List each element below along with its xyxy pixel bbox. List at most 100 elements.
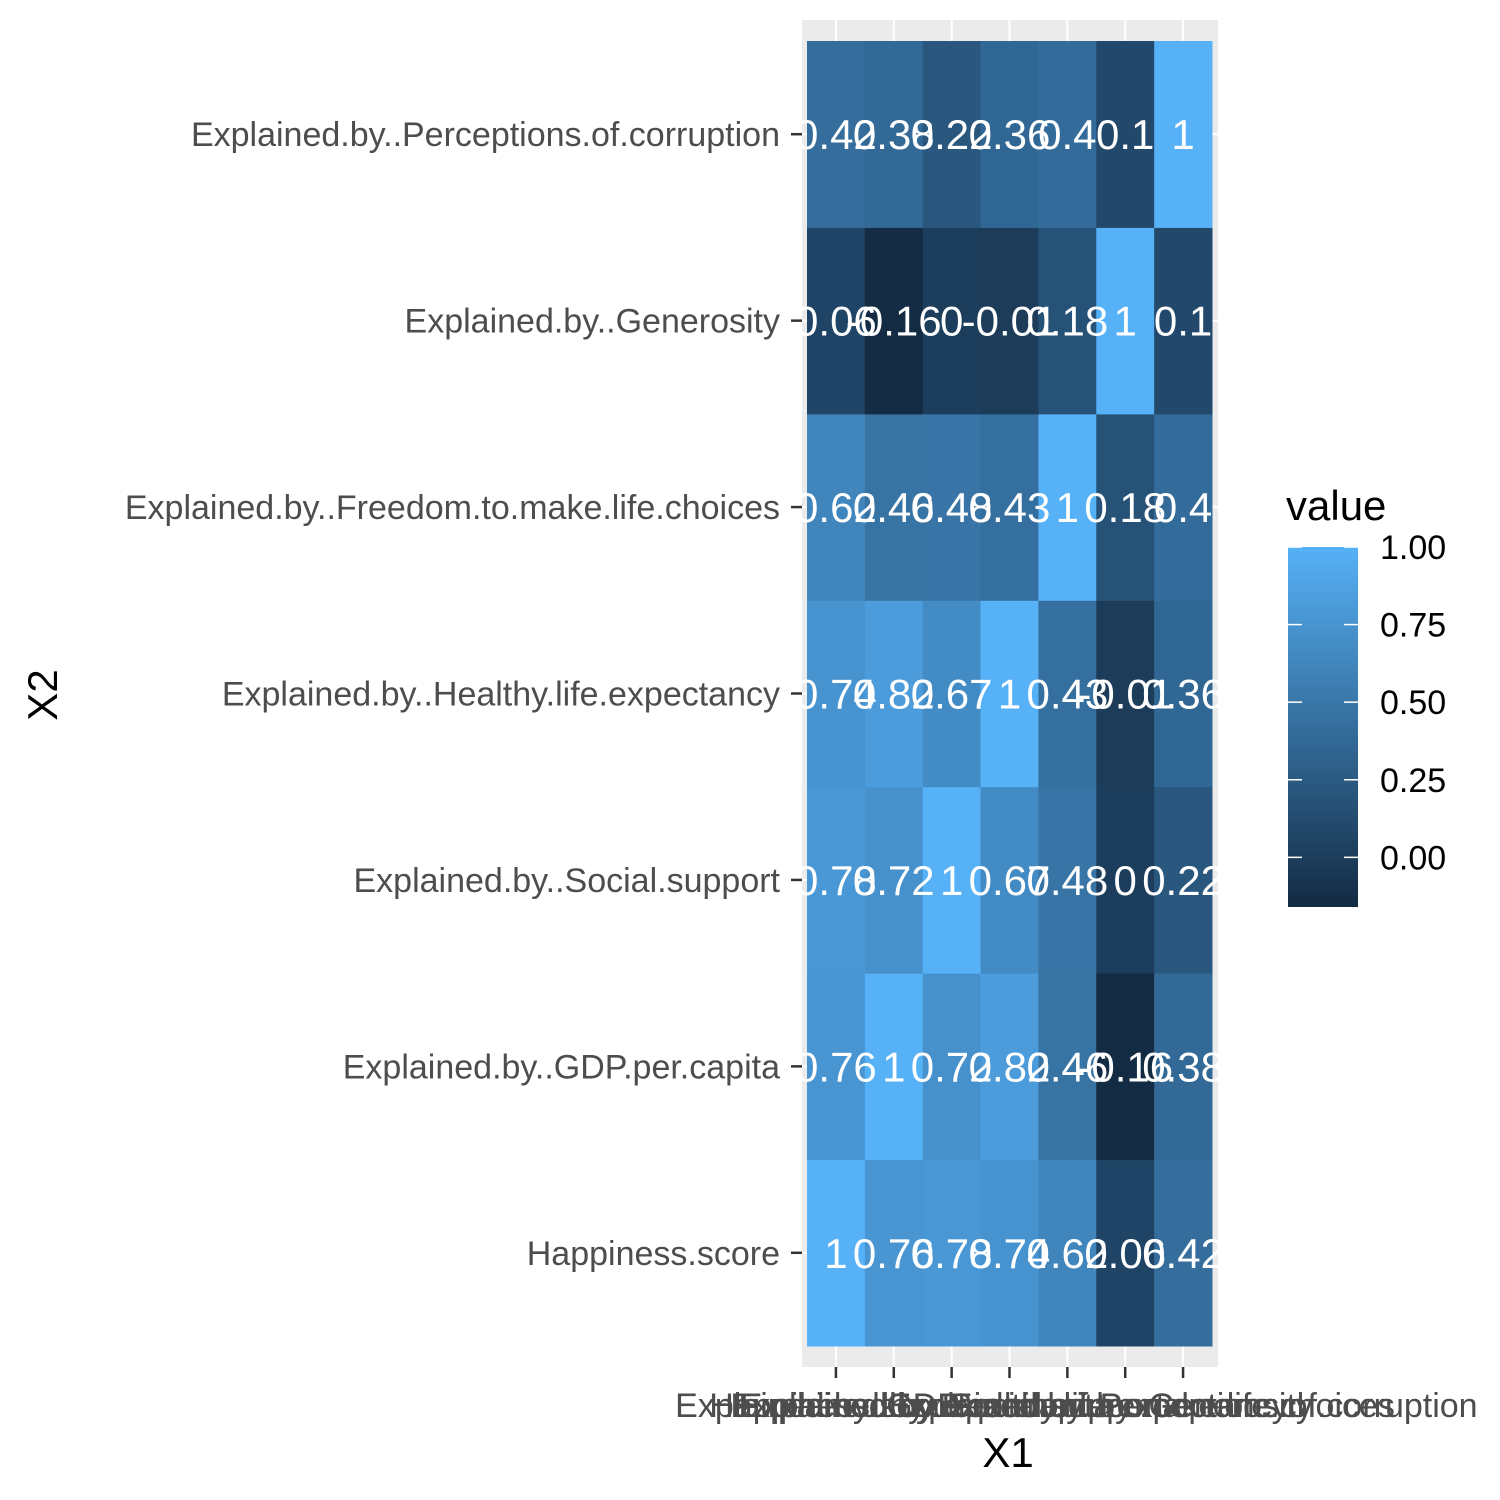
cell-value-label: 0.46 xyxy=(853,484,935,531)
heatmap-cell xyxy=(807,413,866,601)
cell-value-label: 0.38 xyxy=(1142,1043,1224,1090)
y-axis-title: X2 xyxy=(19,669,66,720)
cell-value-label: 0.4 xyxy=(1154,484,1212,531)
color-legend: value 1.00 0.75 0.50 0.25 0.00 xyxy=(1286,482,1446,907)
heatmap-cell xyxy=(1038,227,1097,415)
y-tick-label: Happiness.score xyxy=(527,1235,780,1273)
y-tick-label: Explained.by..Social.support xyxy=(353,862,780,900)
cell-value-label: -0.01 xyxy=(962,298,1058,345)
heatmap-cell xyxy=(980,413,1039,601)
heatmap-cell xyxy=(980,227,1039,415)
heatmap-cell xyxy=(1154,1159,1213,1347)
heatmap-cell xyxy=(807,1159,866,1347)
cell-value-label: 0.36 xyxy=(1142,671,1224,718)
heatmap-cell xyxy=(1154,227,1213,415)
cell-value-label: 0.74 xyxy=(795,671,877,718)
heatmap-cell xyxy=(1096,227,1155,415)
heatmap-cell xyxy=(1096,973,1155,1161)
cell-value-label: 0.48 xyxy=(911,484,993,531)
cell-value-label: 0.62 xyxy=(1026,1230,1108,1277)
heatmap-cell xyxy=(922,227,982,415)
cell-value-label: 0.82 xyxy=(853,671,935,718)
cell-value-label: -0.01 xyxy=(1077,671,1173,718)
cell-value-label: 0.67 xyxy=(969,857,1051,904)
heatmap-cell xyxy=(1038,786,1097,974)
cell-value-label: 0.42 xyxy=(1142,1230,1224,1277)
cell-value-label: 0.46 xyxy=(1026,1043,1108,1090)
x-axis-title: X1 xyxy=(982,1429,1033,1476)
heatmap-cell xyxy=(980,1159,1039,1347)
x-tick-label: Happiness.score xyxy=(709,1387,962,1425)
heatmap-cell xyxy=(922,1159,982,1347)
heatmap-cell xyxy=(1154,413,1213,601)
heatmap-cell xyxy=(807,973,866,1161)
cell-value-label: 0 xyxy=(1114,857,1137,904)
cell-value-label: 0.72 xyxy=(911,1043,993,1090)
cell-value-label: 1 xyxy=(940,857,963,904)
x-tick-label: Explained.by..Generosity xyxy=(937,1387,1312,1425)
heatmap-cell xyxy=(807,786,866,974)
x-tick-label: Explained.by..Social.support xyxy=(738,1387,1165,1425)
cell-value-label: 0 xyxy=(940,298,963,345)
heatmap-cell xyxy=(922,600,982,788)
x-axis: Happiness.scoreExplained.by..GDP.per.cap… xyxy=(675,1367,1478,1425)
cell-value-label: 0.78 xyxy=(911,1230,993,1277)
heatmap-cell xyxy=(1038,1159,1097,1347)
cell-value-label: 0.06 xyxy=(795,298,877,345)
cell-value-label: 0.42 xyxy=(795,111,877,158)
cell-value-label: 1 xyxy=(824,1230,847,1277)
heatmap-cell xyxy=(1154,600,1213,788)
heatmap-cell xyxy=(1096,41,1155,228)
heatmap-cell xyxy=(1096,600,1155,788)
heatmap-cell xyxy=(1096,1159,1155,1347)
heatmap-cell xyxy=(1038,600,1097,788)
cell-value-label: 0.74 xyxy=(969,1230,1051,1277)
heatmap-cell xyxy=(807,600,866,788)
cell-value-label: 1 xyxy=(1114,298,1137,345)
x-tick-label: Explained.by..Perceptions.of.corruption xyxy=(889,1387,1478,1425)
cell-value-label: 0.22 xyxy=(1142,857,1224,904)
heatmap-cell xyxy=(922,41,982,228)
cell-value-label: 0.48 xyxy=(1026,857,1108,904)
heatmap-cell xyxy=(922,413,982,601)
legend-colorbar xyxy=(1288,547,1358,907)
cell-value-label: 1 xyxy=(1056,484,1079,531)
cell-value-label: -0.16 xyxy=(1077,1043,1173,1090)
cell-value-label: 0.36 xyxy=(969,111,1051,158)
heatmap-cell xyxy=(864,227,924,415)
legend-title: value xyxy=(1286,482,1386,529)
legend-tick-label: 0.00 xyxy=(1380,839,1446,877)
cell-value-label: 0.76 xyxy=(853,1230,935,1277)
legend-tick-label: 0.75 xyxy=(1380,607,1446,645)
heatmap-cells xyxy=(807,41,1213,1347)
cell-value-label: 0.18 xyxy=(1084,484,1166,531)
legend-ticks: 1.00 0.75 0.50 0.25 0.00 xyxy=(1288,529,1446,877)
heatmap-cell xyxy=(1038,413,1097,601)
y-tick-label: Explained.by..Generosity xyxy=(405,303,780,341)
heatmap-cell xyxy=(1096,413,1155,601)
cell-value-label: 0.1 xyxy=(1154,298,1212,345)
legend-tick-label: 0.25 xyxy=(1380,762,1446,800)
cell-value-label: 0.22 xyxy=(911,111,993,158)
heatmap-cell xyxy=(1154,41,1213,228)
cell-value-label: 0.82 xyxy=(969,1043,1051,1090)
heatmap-cell xyxy=(864,41,924,228)
cell-value-label: 0.62 xyxy=(795,484,877,531)
heatmap-cell xyxy=(807,227,866,415)
heatmap-cell xyxy=(980,600,1039,788)
cell-value-label: 0.67 xyxy=(911,671,993,718)
heatmap-cell xyxy=(864,1159,924,1347)
cell-value-label: 0.78 xyxy=(795,857,877,904)
heatmap-cell xyxy=(980,973,1039,1161)
heatmap-cell xyxy=(922,786,982,974)
heatmap-cell xyxy=(1038,973,1097,1161)
x-tick-label: Explained.by..GDP.per.capita xyxy=(675,1387,1112,1425)
y-axis: Happiness.score Explained.by..GDP.per.cap… xyxy=(125,116,802,1273)
heatmap-cell xyxy=(1096,786,1155,974)
cell-value-label: -0.16 xyxy=(846,298,942,345)
y-tick-label: Explained.by..GDP.per.capita xyxy=(343,1048,780,1086)
x-tick-label: Explained.by..Healthy.life.expectancy xyxy=(730,1387,1288,1425)
cell-value-label: 0.72 xyxy=(853,857,935,904)
cell-value-label: 0.43 xyxy=(1026,671,1108,718)
